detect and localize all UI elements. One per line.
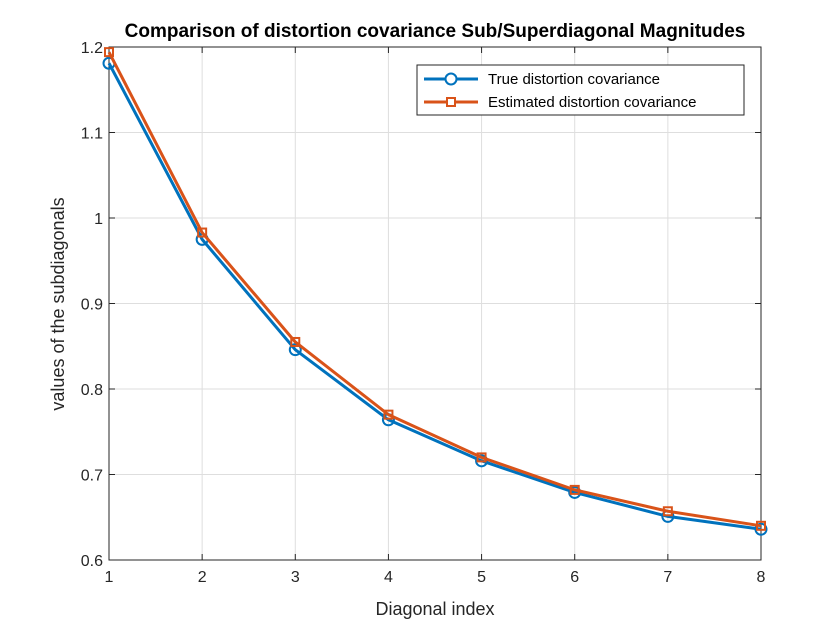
series-layer bbox=[102, 47, 768, 536]
y-tick-labels: 0.6 0.7 0.8 0.9 1 1.1 1.2 bbox=[81, 40, 103, 570]
series-line bbox=[107, 62, 762, 531]
data-point-square bbox=[197, 227, 208, 238]
x-tick-label: 4 bbox=[384, 569, 393, 586]
series-estimated-distortion-covariance bbox=[104, 47, 766, 531]
x-axis-label: Diagonal index bbox=[375, 599, 494, 619]
legend-marker-square bbox=[446, 97, 456, 107]
y-tick-label: 0.9 bbox=[81, 297, 103, 314]
data-point-circle bbox=[288, 343, 302, 357]
y-tick-label: 0.7 bbox=[81, 468, 103, 485]
y-axis-label: values of the subdiagonals bbox=[48, 197, 68, 410]
series-line bbox=[107, 51, 762, 528]
x-tick-label: 8 bbox=[757, 569, 766, 586]
legend-marker-circle bbox=[444, 72, 458, 86]
x-tick-label: 7 bbox=[663, 569, 672, 586]
x-tick-label: 5 bbox=[477, 569, 486, 586]
data-point-square bbox=[476, 452, 487, 463]
legend-label: Estimated distortion covariance bbox=[488, 94, 696, 111]
data-point-circle bbox=[754, 522, 768, 536]
legend-box bbox=[416, 64, 745, 116]
y-tick-label: 1.1 bbox=[81, 126, 103, 143]
data-point-square bbox=[290, 336, 301, 347]
data-point-square bbox=[756, 520, 766, 531]
chart-title: Comparison of distortion covariance Sub/… bbox=[125, 21, 746, 42]
x-tick-label: 3 bbox=[291, 569, 300, 586]
x-tick-label: 6 bbox=[570, 569, 579, 586]
y-tick-label: 0.8 bbox=[81, 382, 103, 399]
legend-label: True distortion covariance bbox=[488, 71, 660, 88]
x-tick-labels: 1 2 3 4 5 6 7 8 bbox=[105, 569, 766, 586]
y-tick-label: 1 bbox=[94, 211, 103, 228]
x-tick-label: 2 bbox=[198, 569, 207, 586]
data-point-square bbox=[104, 47, 114, 58]
y-tick-label: 1.2 bbox=[81, 40, 103, 57]
legend-entries: True distortion covariance Estimated dist… bbox=[424, 71, 696, 111]
y-tick-label: 0.6 bbox=[81, 553, 103, 570]
data-point-square bbox=[569, 484, 580, 495]
data-point-square bbox=[383, 409, 394, 420]
data-point-square bbox=[662, 506, 673, 517]
legend: True distortion covariance Estimated dist… bbox=[416, 64, 745, 116]
x-tick-label: 1 bbox=[105, 569, 114, 586]
axes bbox=[108, 46, 762, 561]
